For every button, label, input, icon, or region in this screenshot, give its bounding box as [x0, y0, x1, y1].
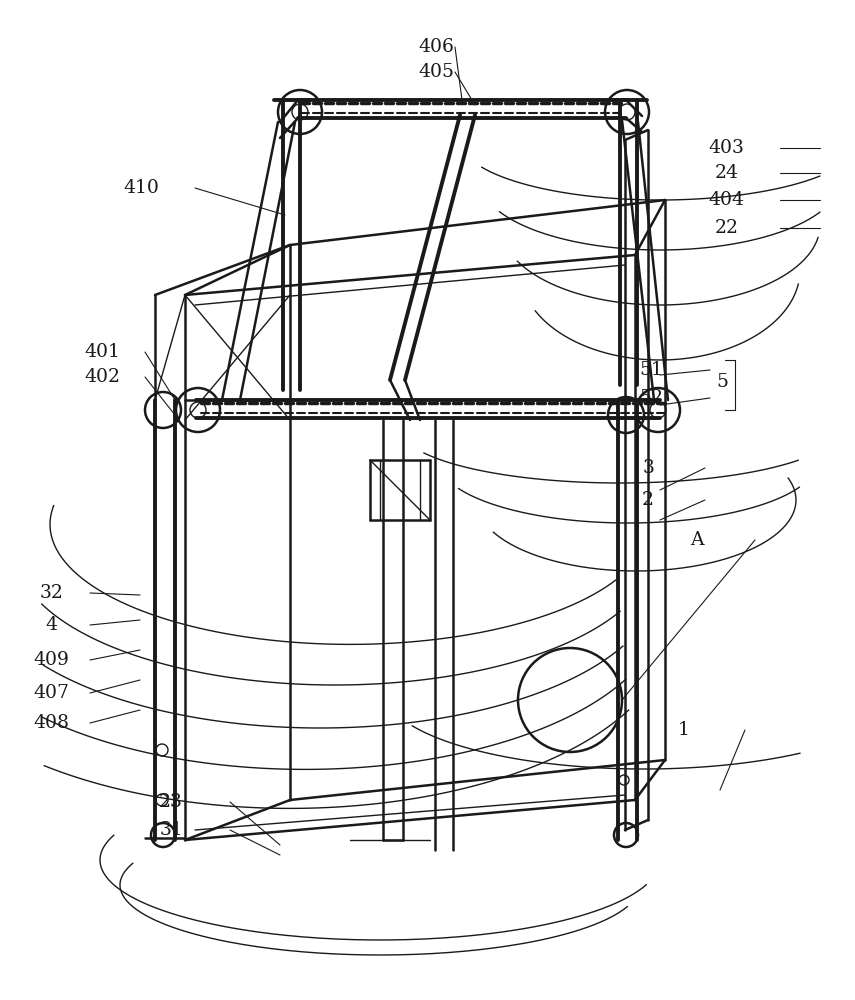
Text: 31: 31	[159, 821, 183, 839]
Text: 32: 32	[39, 584, 63, 602]
Text: 4: 4	[45, 616, 57, 634]
Text: 403: 403	[709, 139, 745, 157]
Text: 401: 401	[85, 343, 121, 361]
Text: A: A	[690, 531, 704, 549]
Text: 1: 1	[678, 721, 690, 739]
Text: 3: 3	[642, 459, 654, 477]
Text: 402: 402	[85, 368, 121, 386]
Text: 405: 405	[418, 63, 454, 81]
Text: 52: 52	[640, 389, 663, 407]
Text: 406: 406	[418, 38, 454, 56]
Text: 23: 23	[159, 793, 183, 811]
Text: 404: 404	[709, 191, 745, 209]
Text: 2: 2	[642, 491, 654, 509]
Text: 51: 51	[640, 361, 663, 379]
Text: 407: 407	[33, 684, 69, 702]
Text: 5: 5	[716, 373, 728, 391]
Text: 408: 408	[33, 714, 69, 732]
Text: 24: 24	[715, 164, 739, 182]
Text: 410: 410	[123, 179, 159, 197]
Text: 22: 22	[715, 219, 739, 237]
Text: 409: 409	[33, 651, 69, 669]
